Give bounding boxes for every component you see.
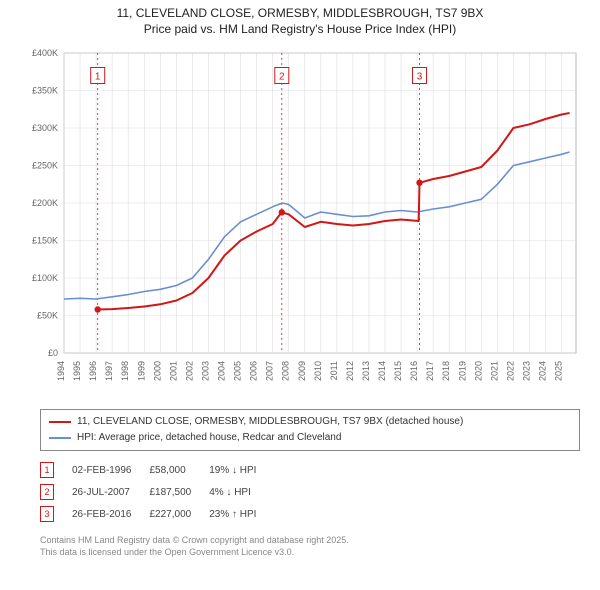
svg-text:2010: 2010 [313,361,323,381]
svg-text:1999: 1999 [136,361,146,381]
svg-text:2024: 2024 [538,361,548,381]
svg-text:2023: 2023 [521,361,531,381]
svg-text:2022: 2022 [505,361,515,381]
svg-text:1998: 1998 [120,361,130,381]
svg-text:2008: 2008 [281,361,291,381]
table-row: 1 02-FEB-1996£58,00019% ↓ HPI [40,459,274,481]
svg-text:1: 1 [95,72,101,83]
svg-text:2025: 2025 [554,361,564,381]
sale-cell: 19% ↓ HPI [209,459,274,481]
legend-swatch [49,437,71,439]
svg-text:2005: 2005 [233,361,243,381]
svg-text:2013: 2013 [361,361,371,381]
sale-marker-cell: 2 [40,481,72,503]
table-row: 3 26-FEB-2016£227,00023% ↑ HPI [40,503,274,525]
sale-cell: 02-FEB-1996 [72,459,149,481]
svg-text:2003: 2003 [200,361,210,381]
svg-text:2000: 2000 [152,361,162,381]
sale-cell: £58,000 [149,459,209,481]
legend-swatch [49,421,71,423]
svg-text:£400K: £400K [32,48,58,58]
legend-row: 11, CLEVELAND CLOSE, ORMESBY, MIDDLESBRO… [49,414,571,430]
line-chart-svg: £0 £50K £100K £150K £200K £250K £300K £350K £400… [20,43,580,403]
svg-text:2004: 2004 [217,361,227,381]
svg-text:1997: 1997 [104,361,114,381]
legend-box: 11, CLEVELAND CLOSE, ORMESBY, MIDDLESBRO… [40,409,580,451]
svg-text:2017: 2017 [425,361,435,381]
svg-text:£0: £0 [48,348,58,358]
svg-text:£350K: £350K [32,86,58,96]
footer-line-1: Contains HM Land Registry data © Crown c… [40,535,580,547]
svg-text:£250K: £250K [32,161,58,171]
legend-row: HPI: Average price, detached house, Redc… [49,430,571,446]
chart-container: 11, CLEVELAND CLOSE, ORMESBY, MIDDLESBRO… [0,0,600,590]
svg-text:1996: 1996 [88,361,98,381]
svg-text:2016: 2016 [409,361,419,381]
sale-marker-badge: 2 [40,484,54,500]
sale-cell: 26-FEB-2016 [72,503,149,525]
sales-table: 1 02-FEB-1996£58,00019% ↓ HPI 2 26-JUL-2007… [40,459,274,525]
svg-text:£200K: £200K [32,198,58,208]
svg-text:2011: 2011 [329,361,339,380]
svg-text:3: 3 [417,72,423,83]
svg-text:2019: 2019 [457,361,467,381]
svg-text:2006: 2006 [249,361,259,381]
footer-note: Contains HM Land Registry data © Crown c… [40,535,580,558]
sale-cell: £187,500 [149,481,209,503]
svg-text:2001: 2001 [168,361,178,381]
chart-area: £0 £50K £100K £150K £200K £250K £300K £350K £400… [20,43,580,403]
sale-marker-cell: 1 [40,459,72,481]
svg-text:£300K: £300K [32,123,58,133]
title-line-1: 11, CLEVELAND CLOSE, ORMESBY, MIDDLESBRO… [0,6,600,22]
svg-text:£150K: £150K [32,236,58,246]
sale-marker-badge: 3 [40,506,54,522]
svg-text:2012: 2012 [345,361,355,381]
sale-marker-badge: 1 [40,462,54,478]
table-row: 2 26-JUL-2007£187,5004% ↓ HPI [40,481,274,503]
sale-cell: 4% ↓ HPI [209,481,274,503]
svg-text:2014: 2014 [377,361,387,381]
svg-text:2: 2 [279,72,285,83]
svg-text:2020: 2020 [473,361,483,381]
svg-text:2007: 2007 [265,361,275,381]
svg-text:2002: 2002 [184,361,194,381]
title-line-2: Price paid vs. HM Land Registry's House … [0,22,600,38]
svg-text:1995: 1995 [72,361,82,381]
footer-line-2: This data is licensed under the Open Gov… [40,547,580,559]
sale-marker-cell: 3 [40,503,72,525]
legend-label: HPI: Average price, detached house, Redc… [77,430,341,446]
svg-text:2009: 2009 [297,361,307,381]
svg-text:£100K: £100K [32,273,58,283]
sale-cell: 23% ↑ HPI [209,503,274,525]
sale-cell: £227,000 [149,503,209,525]
svg-text:2015: 2015 [393,361,403,381]
svg-text:£50K: £50K [37,311,58,321]
title-block: 11, CLEVELAND CLOSE, ORMESBY, MIDDLESBRO… [0,0,600,37]
svg-text:2021: 2021 [489,361,499,381]
sale-cell: 26-JUL-2007 [72,481,149,503]
svg-text:1994: 1994 [56,361,66,381]
legend-label: 11, CLEVELAND CLOSE, ORMESBY, MIDDLESBRO… [77,414,463,430]
svg-text:2018: 2018 [441,361,451,381]
